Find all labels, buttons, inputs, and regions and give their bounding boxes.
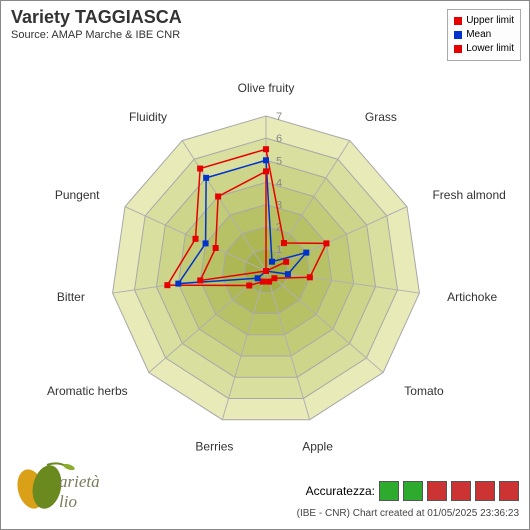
svg-text:7: 7: [276, 111, 282, 123]
logo-text-bottom: lio: [59, 492, 77, 511]
accuracy-box: [475, 481, 495, 501]
logo-text-top: arietà: [59, 472, 100, 491]
olive-logo-icon: arietà lio: [9, 459, 139, 519]
svg-text:Berries: Berries: [195, 440, 233, 454]
accuracy-box: [451, 481, 471, 501]
radar-chart: 1234567Olive fruityGrassFresh almondArti…: [1, 46, 530, 476]
svg-text:Pungent: Pungent: [55, 188, 100, 202]
legend-marker-icon: [454, 17, 462, 25]
svg-text:Grass: Grass: [365, 110, 397, 124]
legend-item: Mean: [454, 28, 514, 42]
svg-text:Fluidity: Fluidity: [129, 110, 167, 124]
accuracy-label: Accuratezza:: [306, 484, 375, 498]
svg-text:4: 4: [276, 177, 282, 189]
svg-text:Olive fruity: Olive fruity: [238, 81, 295, 95]
accuracy-box: [403, 481, 423, 501]
legend-label: Mean: [466, 28, 491, 42]
credit-text: (IBE - CNR) Chart created at 01/05/2025 …: [297, 508, 519, 519]
chart-title: Variety TAGGIASCA: [11, 7, 182, 28]
svg-text:Artichoke: Artichoke: [447, 290, 497, 304]
legend-marker-icon: [454, 31, 462, 39]
svg-text:Fresh almond: Fresh almond: [432, 188, 505, 202]
accuracy-box: [427, 481, 447, 501]
svg-text:5: 5: [276, 155, 282, 167]
chart-source: Source: AMAP Marche & IBE CNR: [11, 29, 180, 41]
svg-text:Tomato: Tomato: [404, 384, 444, 398]
svg-text:Bitter: Bitter: [57, 290, 85, 304]
svg-text:Aromatic herbs: Aromatic herbs: [47, 384, 128, 398]
accuracy-box: [499, 481, 519, 501]
legend-item: Upper limit: [454, 14, 514, 28]
brand-logo: arietà lio: [9, 459, 139, 519]
svg-text:6: 6: [276, 133, 282, 145]
svg-text:Apple: Apple: [302, 440, 333, 454]
legend-label: Upper limit: [466, 14, 514, 28]
accuracy-box: [379, 481, 399, 501]
accuracy-row: Accuratezza:: [306, 481, 519, 501]
chart-container: Variety TAGGIASCA Source: AMAP Marche & …: [0, 0, 530, 530]
footer: arietà lio Accuratezza: (IBE - CNR) Char…: [1, 474, 529, 529]
